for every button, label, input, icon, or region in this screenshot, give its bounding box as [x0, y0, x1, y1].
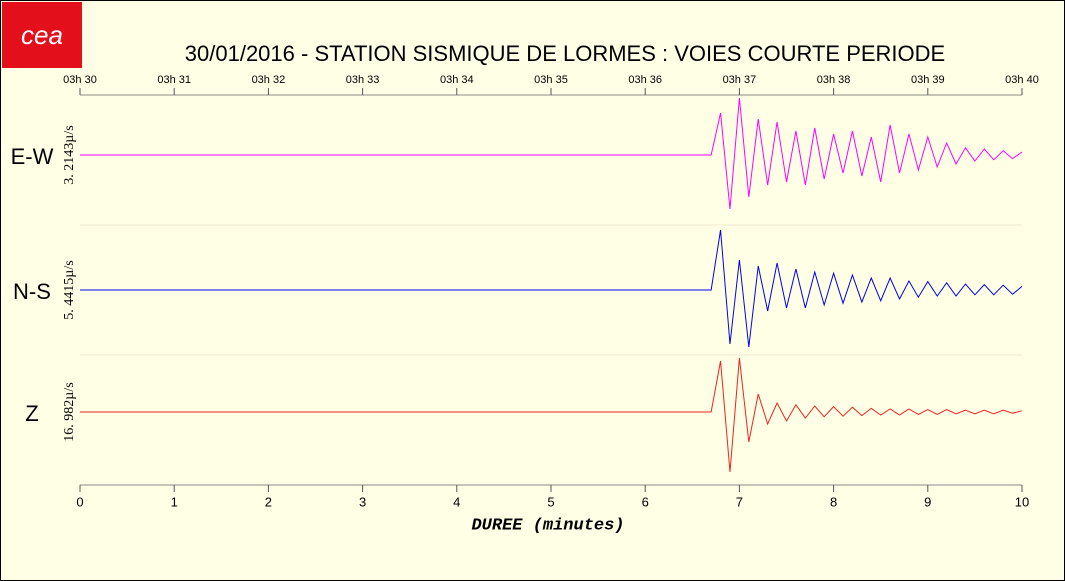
- channel-label: Z: [25, 401, 38, 426]
- trace: [80, 97, 1023, 210]
- x2-tick-label: 03h 34: [440, 74, 474, 86]
- trace: [80, 357, 1023, 473]
- scale-label: 5. 4415µ/s: [62, 260, 77, 319]
- x-tick-label: 1: [171, 494, 178, 509]
- scale-label: 16. 982µ/s: [62, 382, 77, 441]
- x2-tick-label: 03h 35: [534, 74, 568, 86]
- chart-title: 30/01/2016 - STATION SISMIQUE DE LORMES …: [185, 41, 945, 66]
- x-tick-label: 8: [830, 494, 837, 509]
- x-tick-label: 10: [1015, 494, 1029, 509]
- x2-tick-label: 03h 39: [911, 74, 945, 86]
- x-tick-label: 9: [924, 494, 931, 509]
- x-tick-label: 5: [547, 494, 554, 509]
- x2-tick-label: 03h 32: [252, 74, 286, 86]
- scale-label: 3. 2143µ/s: [62, 125, 77, 184]
- x2-tick-label: 03h 37: [723, 74, 757, 86]
- x2-tick-label: 03h 38: [817, 74, 851, 86]
- logo-box: [2, 2, 82, 68]
- x-tick-label: 3: [359, 494, 366, 509]
- x2-tick-label: 03h 31: [157, 74, 191, 86]
- logo-text: cea: [21, 20, 63, 50]
- x2-tick-label: 03h 36: [628, 74, 662, 86]
- x2-tick-label: 03h 33: [346, 74, 380, 86]
- trace: [80, 229, 1023, 348]
- channel-label: N-S: [13, 279, 51, 304]
- x2-tick-label: 03h 40: [1005, 74, 1039, 86]
- x-tick-label: 4: [453, 494, 460, 509]
- x2-tick-label: 03h 30: [63, 74, 97, 86]
- x-tick-label: 7: [736, 494, 743, 509]
- x-tick-label: 0: [76, 494, 83, 509]
- x-tick-label: 6: [642, 494, 649, 509]
- channel-label: E-W: [11, 144, 54, 169]
- x-tick-label: 2: [265, 494, 272, 509]
- x-axis-label: DUREE (minutes): [471, 516, 624, 535]
